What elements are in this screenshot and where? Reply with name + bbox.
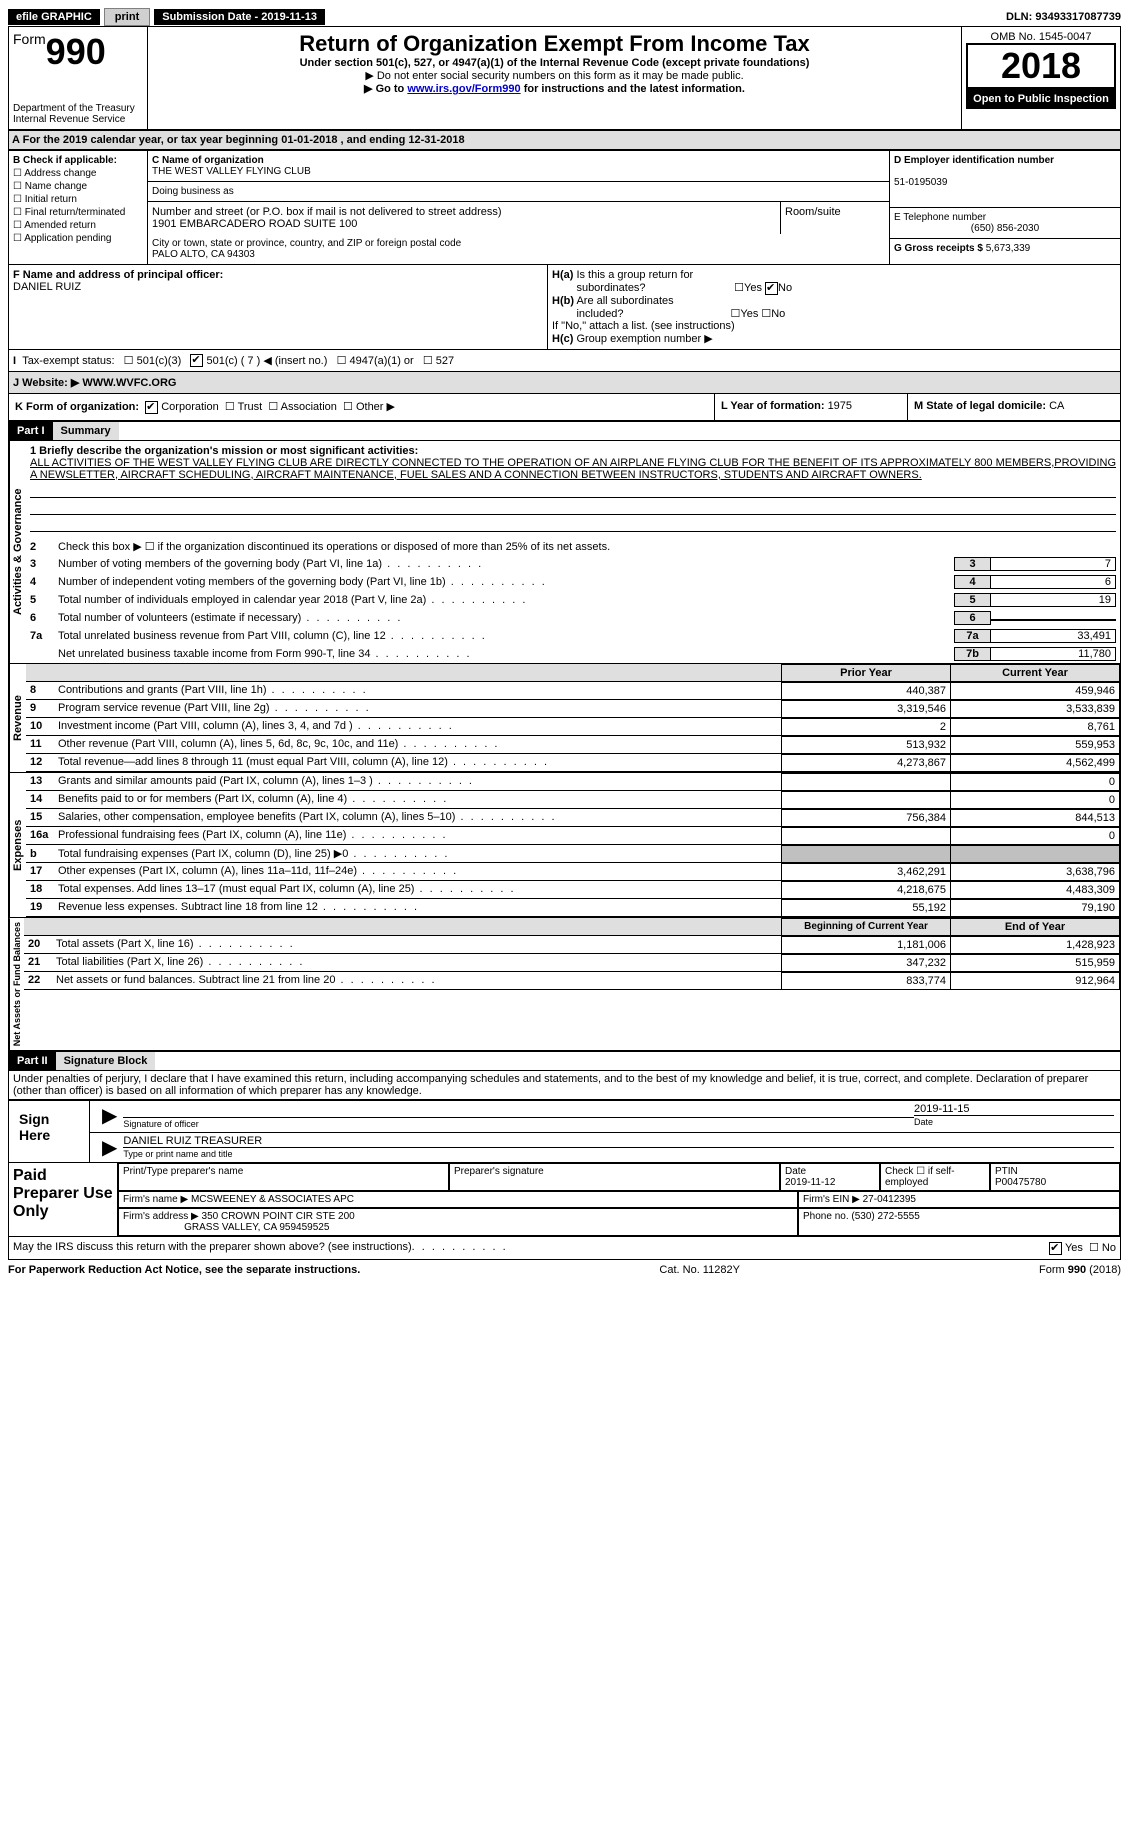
- cb-amended[interactable]: ☐ Amended return: [13, 220, 143, 231]
- gov-label: Activities & Governance: [9, 441, 26, 663]
- perjury-text: Under penalties of perjury, I declare th…: [8, 1071, 1121, 1100]
- table-row: bTotal fundraising expenses (Part IX, co…: [26, 845, 1120, 863]
- table-row: 21Total liabilities (Part X, line 26)347…: [24, 954, 1120, 972]
- cb-initial[interactable]: ☐ Initial return: [13, 194, 143, 205]
- cb-pending[interactable]: ☐ Application pending: [13, 233, 143, 244]
- form-title: Return of Organization Exempt From Incom…: [152, 31, 957, 57]
- table-row: 19Revenue less expenses. Subtract line 1…: [26, 899, 1120, 917]
- table-row: 20Total assets (Part X, line 16)1,181,00…: [24, 936, 1120, 954]
- efile-label: efile GRAPHIC: [8, 9, 100, 25]
- org-name-cell: C Name of organization THE WEST VALLEY F…: [148, 151, 889, 182]
- cb-corp[interactable]: [145, 401, 158, 414]
- discuss-row: May the IRS discuss this return with the…: [8, 1237, 1121, 1260]
- form-title-cell: Return of Organization Exempt From Incom…: [148, 27, 961, 129]
- tax-status-row: I Tax-exempt status: ☐ 501(c)(3) 501(c) …: [8, 350, 1121, 373]
- table-row: 17Other expenses (Part IX, column (A), l…: [26, 863, 1120, 881]
- main-info: B Check if applicable: ☐ Address change …: [8, 150, 1121, 265]
- cb-no[interactable]: [765, 282, 778, 295]
- table-row: 15Salaries, other compensation, employee…: [26, 809, 1120, 827]
- mission-text: ALL ACTIVITIES OF THE WEST VALLEY FLYING…: [30, 457, 1116, 481]
- omb-number: OMB No. 1545-0047: [966, 31, 1116, 43]
- cb-name[interactable]: ☐ Name change: [13, 181, 143, 192]
- arrow-icon: ▶: [96, 1103, 123, 1130]
- print-button[interactable]: print: [104, 8, 150, 26]
- gross-cell: G Gross receipts $ 5,673,339: [890, 239, 1120, 258]
- net-label: Net Assets or Fund Balances: [9, 918, 24, 1050]
- cb-501c7[interactable]: [190, 354, 203, 367]
- cb-final[interactable]: ☐ Final return/terminated: [13, 207, 143, 218]
- dept-label: Department of the Treasury Internal Reve…: [13, 103, 143, 125]
- tel-cell: E Telephone number (650) 856-2030: [890, 208, 1120, 239]
- officer-cell: F Name and address of principal officer:…: [9, 265, 548, 349]
- sign-section: Sign Here ▶ Signature of officer 2019-11…: [8, 1100, 1121, 1163]
- open-public-label: Open to Public Inspection: [966, 89, 1116, 109]
- part2-header: Part IISignature Block: [8, 1051, 1121, 1071]
- dln: DLN: 93493317087739: [1006, 11, 1121, 23]
- arrow-icon: ▶: [96, 1135, 123, 1160]
- exp-label: Expenses: [9, 773, 26, 917]
- gov-line: Net unrelated business taxable income fr…: [26, 645, 1120, 663]
- part1-header: Part ISummary: [8, 421, 1121, 441]
- table-row: 11Other revenue (Part VIII, column (A), …: [26, 736, 1120, 754]
- dba-cell: Doing business as: [148, 182, 889, 202]
- expenses-section: Expenses 13Grants and similar amounts pa…: [8, 773, 1121, 918]
- gov-line: 3Number of voting members of the governi…: [26, 555, 1120, 573]
- form-subtitle: Under section 501(c), 527, or 4947(a)(1)…: [152, 57, 957, 69]
- table-row: 22Net assets or fund balances. Subtract …: [24, 972, 1120, 990]
- col-c: C Name of organization THE WEST VALLEY F…: [148, 151, 889, 264]
- col-b: B Check if applicable: ☐ Address change …: [9, 151, 148, 264]
- revenue-section: Revenue Prior Year Current Year 8Contrib…: [8, 664, 1121, 773]
- table-row: 18Total expenses. Add lines 13–17 (must …: [26, 881, 1120, 899]
- gov-line: 5Total number of individuals employed in…: [26, 591, 1120, 609]
- form-note2: ▶ Go to www.irs.gov/Form990 for instruct…: [152, 82, 957, 95]
- cb-address[interactable]: ☐ Address change: [13, 168, 143, 179]
- table-row: 12Total revenue—add lines 8 through 11 (…: [26, 754, 1120, 772]
- gov-line: 7aTotal unrelated business revenue from …: [26, 627, 1120, 645]
- tax-year: 2018: [1001, 45, 1081, 86]
- h-cell: H(a) Is this a group return for subordin…: [548, 265, 1120, 349]
- period-row: A For the 2019 calendar year, or tax yea…: [8, 130, 1121, 150]
- governance-section: Activities & Governance 1 Briefly descri…: [8, 441, 1121, 664]
- table-row: 10Investment income (Part VIII, column (…: [26, 718, 1120, 736]
- gov-line: 6Total number of volunteers (estimate if…: [26, 609, 1120, 627]
- table-row: 13Grants and similar amounts paid (Part …: [26, 773, 1120, 791]
- table-row: 9Program service revenue (Part VIII, lin…: [26, 700, 1120, 718]
- k-row: K Form of organization: Corporation ☐ Tr…: [8, 394, 1121, 421]
- footer: For Paperwork Reduction Act Notice, see …: [8, 1260, 1121, 1280]
- netassets-section: Net Assets or Fund Balances Beginning of…: [8, 918, 1121, 1051]
- addr-cell: Number and street (or P.O. box if mail i…: [148, 202, 889, 234]
- year-cell: OMB No. 1545-0047 2018 Open to Public In…: [961, 27, 1120, 129]
- preparer-section: Paid Preparer Use Only Print/Type prepar…: [8, 1163, 1121, 1237]
- irs-link[interactable]: www.irs.gov/Form990: [407, 83, 520, 95]
- rev-label: Revenue: [9, 664, 26, 772]
- submission-date: Submission Date - 2019-11-13: [154, 9, 325, 25]
- col-d: D Employer identification number 51-0195…: [889, 151, 1120, 264]
- table-row: 8Contributions and grants (Part VIII, li…: [26, 682, 1120, 700]
- website-row: J Website: ▶ WWW.WVFC.ORG: [8, 372, 1121, 394]
- form-number-cell: Form990 Department of the Treasury Inter…: [9, 27, 148, 129]
- form-note1: ▶ Do not enter social security numbers o…: [152, 69, 957, 82]
- table-row: 16aProfessional fundraising fees (Part I…: [26, 827, 1120, 845]
- form-header: Form990 Department of the Treasury Inter…: [8, 26, 1121, 130]
- gov-line: 4Number of independent voting members of…: [26, 573, 1120, 591]
- cb-yes[interactable]: [1049, 1242, 1062, 1255]
- table-row: 14Benefits paid to or for members (Part …: [26, 791, 1120, 809]
- topbar: efile GRAPHIC print Submission Date - 20…: [8, 8, 1121, 26]
- city-cell: City or town, state or province, country…: [148, 234, 889, 264]
- ein-cell: D Employer identification number 51-0195…: [890, 151, 1120, 208]
- row-f-h: F Name and address of principal officer:…: [8, 265, 1121, 350]
